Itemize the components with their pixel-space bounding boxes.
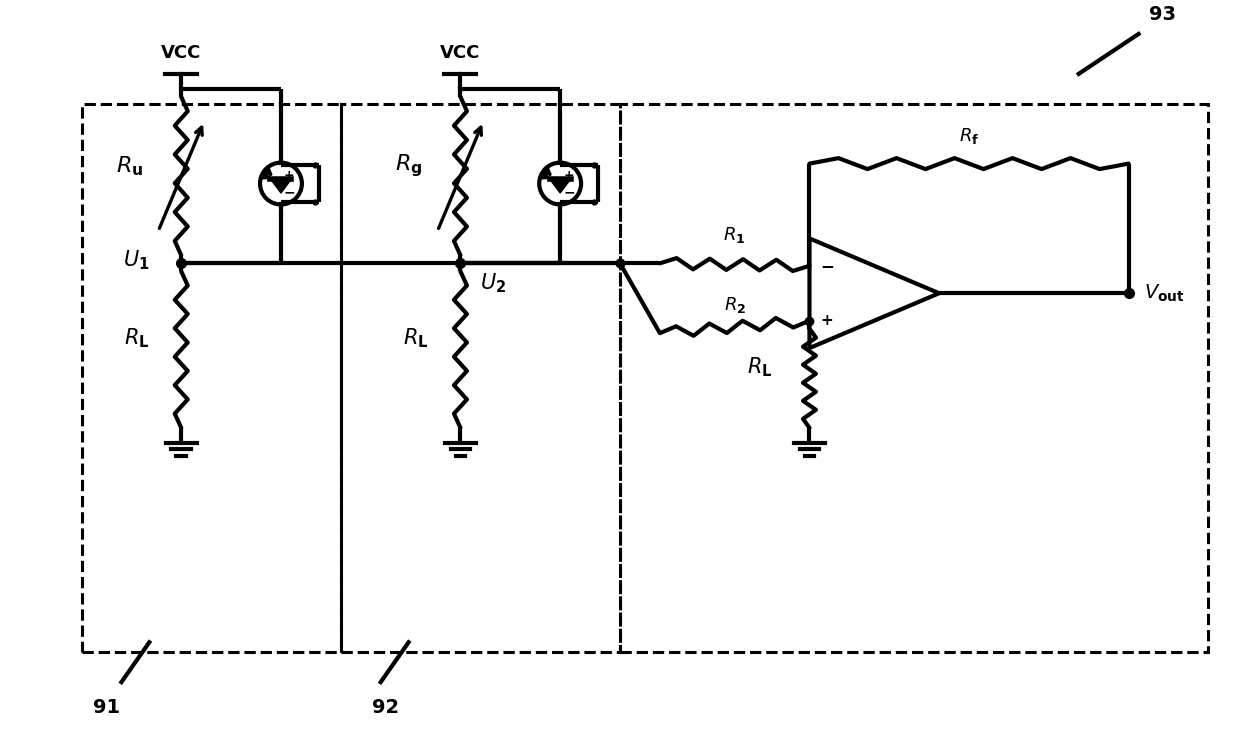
Polygon shape xyxy=(270,179,291,193)
Text: $R_\mathbf{2}$: $R_\mathbf{2}$ xyxy=(724,295,745,315)
Text: $U_\mathbf{2}$: $U_\mathbf{2}$ xyxy=(480,272,507,295)
Text: 93: 93 xyxy=(1148,5,1176,24)
Text: 92: 92 xyxy=(372,698,399,717)
Text: −: − xyxy=(821,257,835,274)
Text: $R_\mathbf{1}$: $R_\mathbf{1}$ xyxy=(723,225,746,245)
Text: $V_\mathbf{out}$: $V_\mathbf{out}$ xyxy=(1143,283,1184,304)
Text: $R_\mathbf{L}$: $R_\mathbf{L}$ xyxy=(124,326,149,350)
Text: $U_\mathbf{1}$: $U_\mathbf{1}$ xyxy=(123,249,150,272)
Bar xyxy=(341,104,620,652)
Text: $R_\mathbf{g}$: $R_\mathbf{g}$ xyxy=(394,153,423,179)
Text: 91: 91 xyxy=(93,698,120,717)
Bar xyxy=(620,104,1208,652)
Text: +: + xyxy=(284,168,295,182)
Bar xyxy=(82,104,341,652)
Text: VCC: VCC xyxy=(440,44,481,62)
Text: +: + xyxy=(563,168,574,182)
Text: −: − xyxy=(284,185,295,199)
Text: −: − xyxy=(563,185,575,199)
Text: $R_\mathbf{L}$: $R_\mathbf{L}$ xyxy=(746,355,773,378)
Text: $R_\mathbf{f}$: $R_\mathbf{f}$ xyxy=(959,126,980,146)
Text: $R_\mathbf{u}$: $R_\mathbf{u}$ xyxy=(115,154,143,178)
Text: VCC: VCC xyxy=(161,44,201,62)
Polygon shape xyxy=(549,179,570,193)
Text: +: + xyxy=(821,313,833,328)
Text: $R_\mathbf{L}$: $R_\mathbf{L}$ xyxy=(403,326,428,350)
